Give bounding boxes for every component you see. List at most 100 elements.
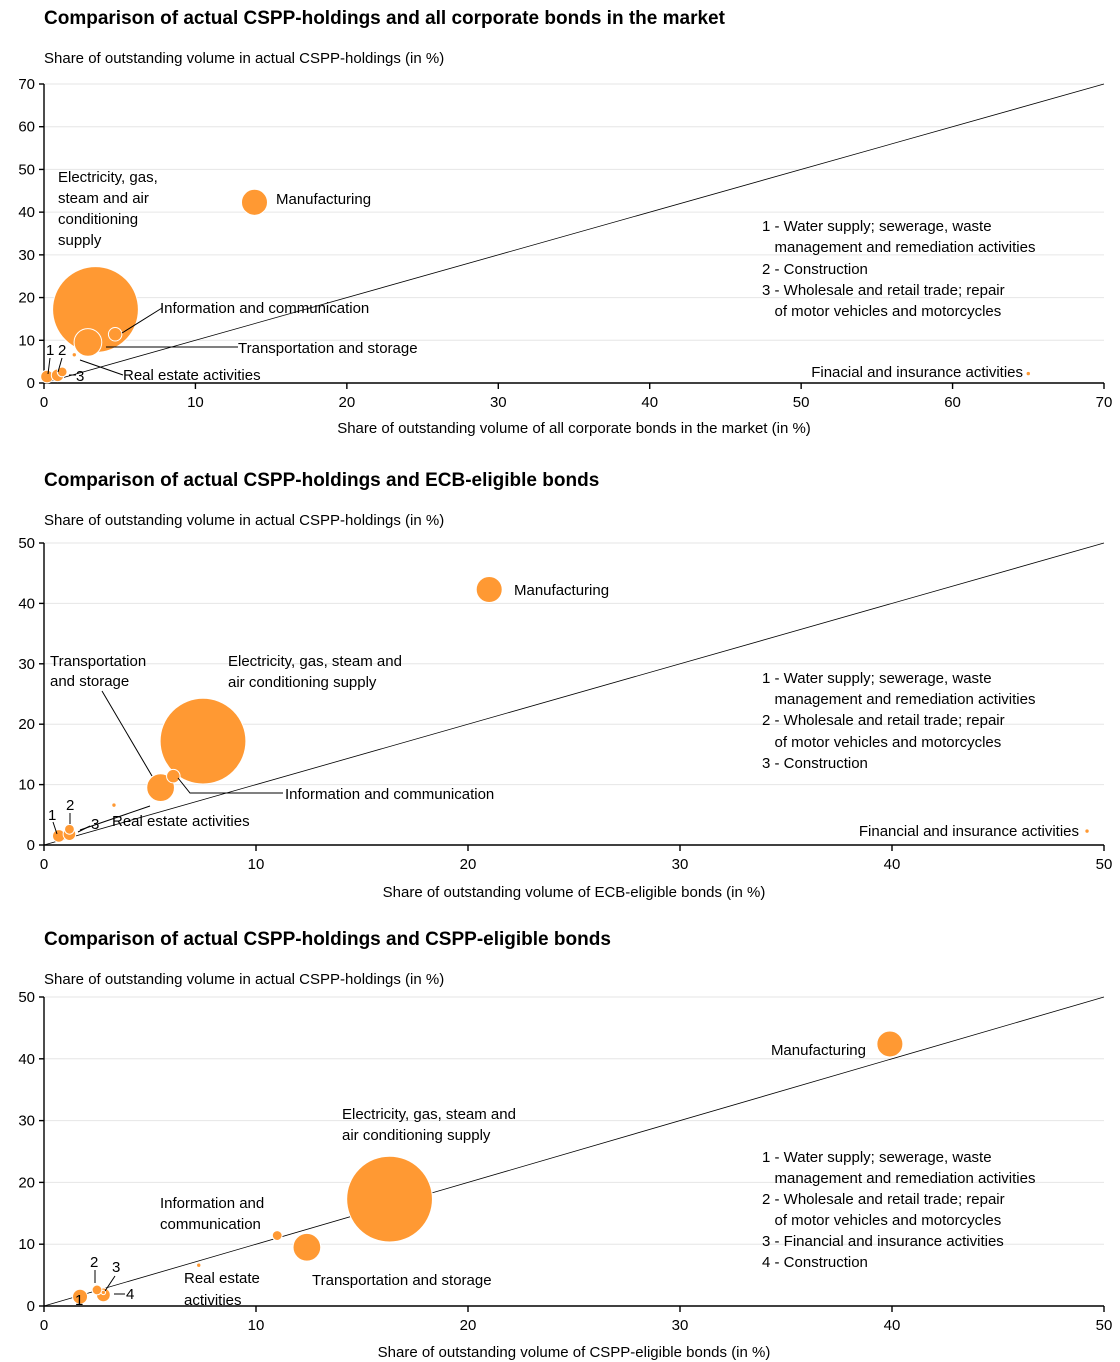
legend-line: of motor vehicles and motorcycles [762, 1212, 1001, 1229]
legend-line: management and remediation activities [762, 1170, 1035, 1187]
x-tick-label: 0 [40, 1317, 48, 1334]
point-label-2: 2 [58, 342, 66, 359]
bubble-r [111, 802, 117, 808]
x-tick-label: 30 [672, 856, 689, 873]
point-label-1: 1 [46, 342, 54, 359]
parity-line [43, 996, 1105, 1307]
x-tick-label: 50 [1096, 856, 1113, 873]
x-tick-label: 40 [884, 856, 901, 873]
leader-line [177, 777, 283, 794]
y-tick-label: 40 [18, 1051, 35, 1068]
leader-line [121, 307, 163, 334]
y-tick-label: 60 [18, 119, 35, 136]
point-label-electricity-3: conditioning [58, 211, 138, 228]
point-label-information: Information and [160, 1195, 264, 1212]
y-tick-label: 20 [18, 290, 35, 307]
y-tick-label: 0 [27, 1298, 35, 1315]
y-tick-label: 30 [18, 247, 35, 264]
x-tick-label: 20 [460, 1317, 477, 1334]
point-label-manufacturing: Manufacturing [771, 1042, 866, 1059]
point-label-1: 1 [75, 1292, 83, 1309]
bubble-m [475, 576, 503, 604]
bubble-t [73, 328, 103, 357]
y-tick-label: 20 [18, 1174, 35, 1191]
bubble-f [1025, 370, 1031, 377]
point-label-electricity: Electricity, gas, steam and [342, 1106, 516, 1123]
point-label-electricity: Electricity, gas, steam and [228, 653, 402, 670]
y-tick-label: 40 [18, 595, 35, 612]
y-axis-label: Share of outstanding volume in actual CS… [44, 971, 445, 988]
legend-line: 4 - Construction [762, 1254, 868, 1271]
leader-line [104, 1275, 116, 1292]
y-tick-label: 0 [27, 837, 35, 854]
bubble-s [91, 1284, 103, 1296]
leader-line [77, 825, 91, 833]
chart-panel-1: Comparison of actual CSPP-holdings and a… [0, 0, 1120, 450]
chart-title: Comparison of actual CSPP-holdings and C… [44, 929, 611, 950]
bubble-t [292, 1232, 322, 1262]
point-label-3: 3 [112, 1259, 120, 1276]
point-label-2: 2 [90, 1254, 98, 1271]
y-tick-label: 50 [18, 535, 35, 552]
point-label-real-estate: Real estate activities [112, 813, 250, 830]
y-axis-label: Share of outstanding volume in actual CS… [44, 50, 445, 67]
point-label-real-estate-2: activities [184, 1292, 242, 1309]
legend: 1 - Water supply; sewerage, waste manage… [762, 1149, 1035, 1271]
scatter-plot-3: 0 10 20 30 40 50 0 10 20 30 40 50 Manufacturing Ele… [18, 989, 1113, 1334]
point-label-electricity-2: air conditioning supply [342, 1127, 491, 1144]
point-label-transportation: Transportation [50, 653, 146, 670]
bubble-e [159, 697, 247, 785]
x-axis-label: Share of outstanding volume of all corpo… [337, 420, 811, 437]
chart-title: Comparison of actual CSPP-holdings and a… [44, 8, 725, 29]
x-tick-label: 0 [40, 856, 48, 873]
point-label-electricity-4: supply [58, 232, 102, 249]
x-tick-label: 20 [339, 394, 356, 411]
point-label-2: 2 [66, 797, 74, 814]
y-tick-label: 30 [18, 656, 35, 673]
point-label-3: 3 [76, 368, 84, 385]
x-tick-label: 10 [248, 856, 265, 873]
scatter-plot-1: 0 10 20 30 40 50 60 70 0 10 20 30 40 50 60 70 Manufactu… [18, 76, 1112, 411]
point-label-transportation: Transportation and storage [238, 340, 418, 357]
legend-line: 2 - Wholesale and retail trade; repair [762, 712, 1005, 729]
x-tick-label: 50 [1096, 1317, 1113, 1334]
legend: 1 - Water supply; sewerage, waste manage… [762, 670, 1035, 772]
point-label-financial: Financial and insurance activities [859, 823, 1079, 840]
legend-line: management and remediation activities [762, 239, 1035, 256]
bubble-c [56, 366, 68, 378]
point-label-3: 3 [91, 816, 99, 833]
bubble-r [196, 1262, 202, 1268]
y-tick-label: 30 [18, 1113, 35, 1130]
x-axis-label: Share of outstanding volume of CSPP-elig… [377, 1344, 771, 1361]
x-tick-label: 10 [187, 394, 204, 411]
y-tick-label: 0 [27, 375, 35, 392]
chart-title: Comparison of actual CSPP-holdings and E… [44, 470, 600, 491]
x-tick-label: 40 [884, 1317, 901, 1334]
x-tick-label: 60 [944, 394, 961, 411]
x-tick-label: 40 [641, 394, 658, 411]
point-label-information: Information and communication [285, 786, 494, 803]
point-label-1: 1 [48, 807, 56, 824]
bubble-i [107, 327, 123, 342]
point-label-4: 4 [126, 1286, 134, 1303]
x-tick-label: 30 [490, 394, 507, 411]
point-label-electricity: Electricity, gas, [58, 169, 158, 186]
bubble-r [71, 352, 77, 358]
x-tick-label: 50 [793, 394, 810, 411]
legend-line: management and remediation activities [762, 691, 1035, 708]
bubble-f [100, 1289, 107, 1296]
legend-line: 1 - Water supply; sewerage, waste [762, 1149, 992, 1166]
point-label-manufacturing: Manufacturing [514, 582, 609, 599]
chart-panel-2: Comparison of actual CSPP-holdings and E… [0, 460, 1120, 910]
bubble-t [146, 773, 175, 802]
bubble-s [64, 823, 75, 835]
bubble-e [346, 1155, 433, 1243]
x-tick-label: 0 [40, 394, 48, 411]
leader-line [47, 357, 51, 375]
legend-line: 1 - Water supply; sewerage, waste [762, 218, 992, 235]
bubble-m [240, 188, 268, 216]
scatter-plot-2: 0 10 20 30 40 50 0 10 20 30 40 50 Manufacturing Ele… [18, 535, 1113, 873]
point-label-electricity-2: steam and air [58, 190, 149, 207]
leader-line [52, 821, 58, 835]
bubble-i [166, 768, 181, 784]
